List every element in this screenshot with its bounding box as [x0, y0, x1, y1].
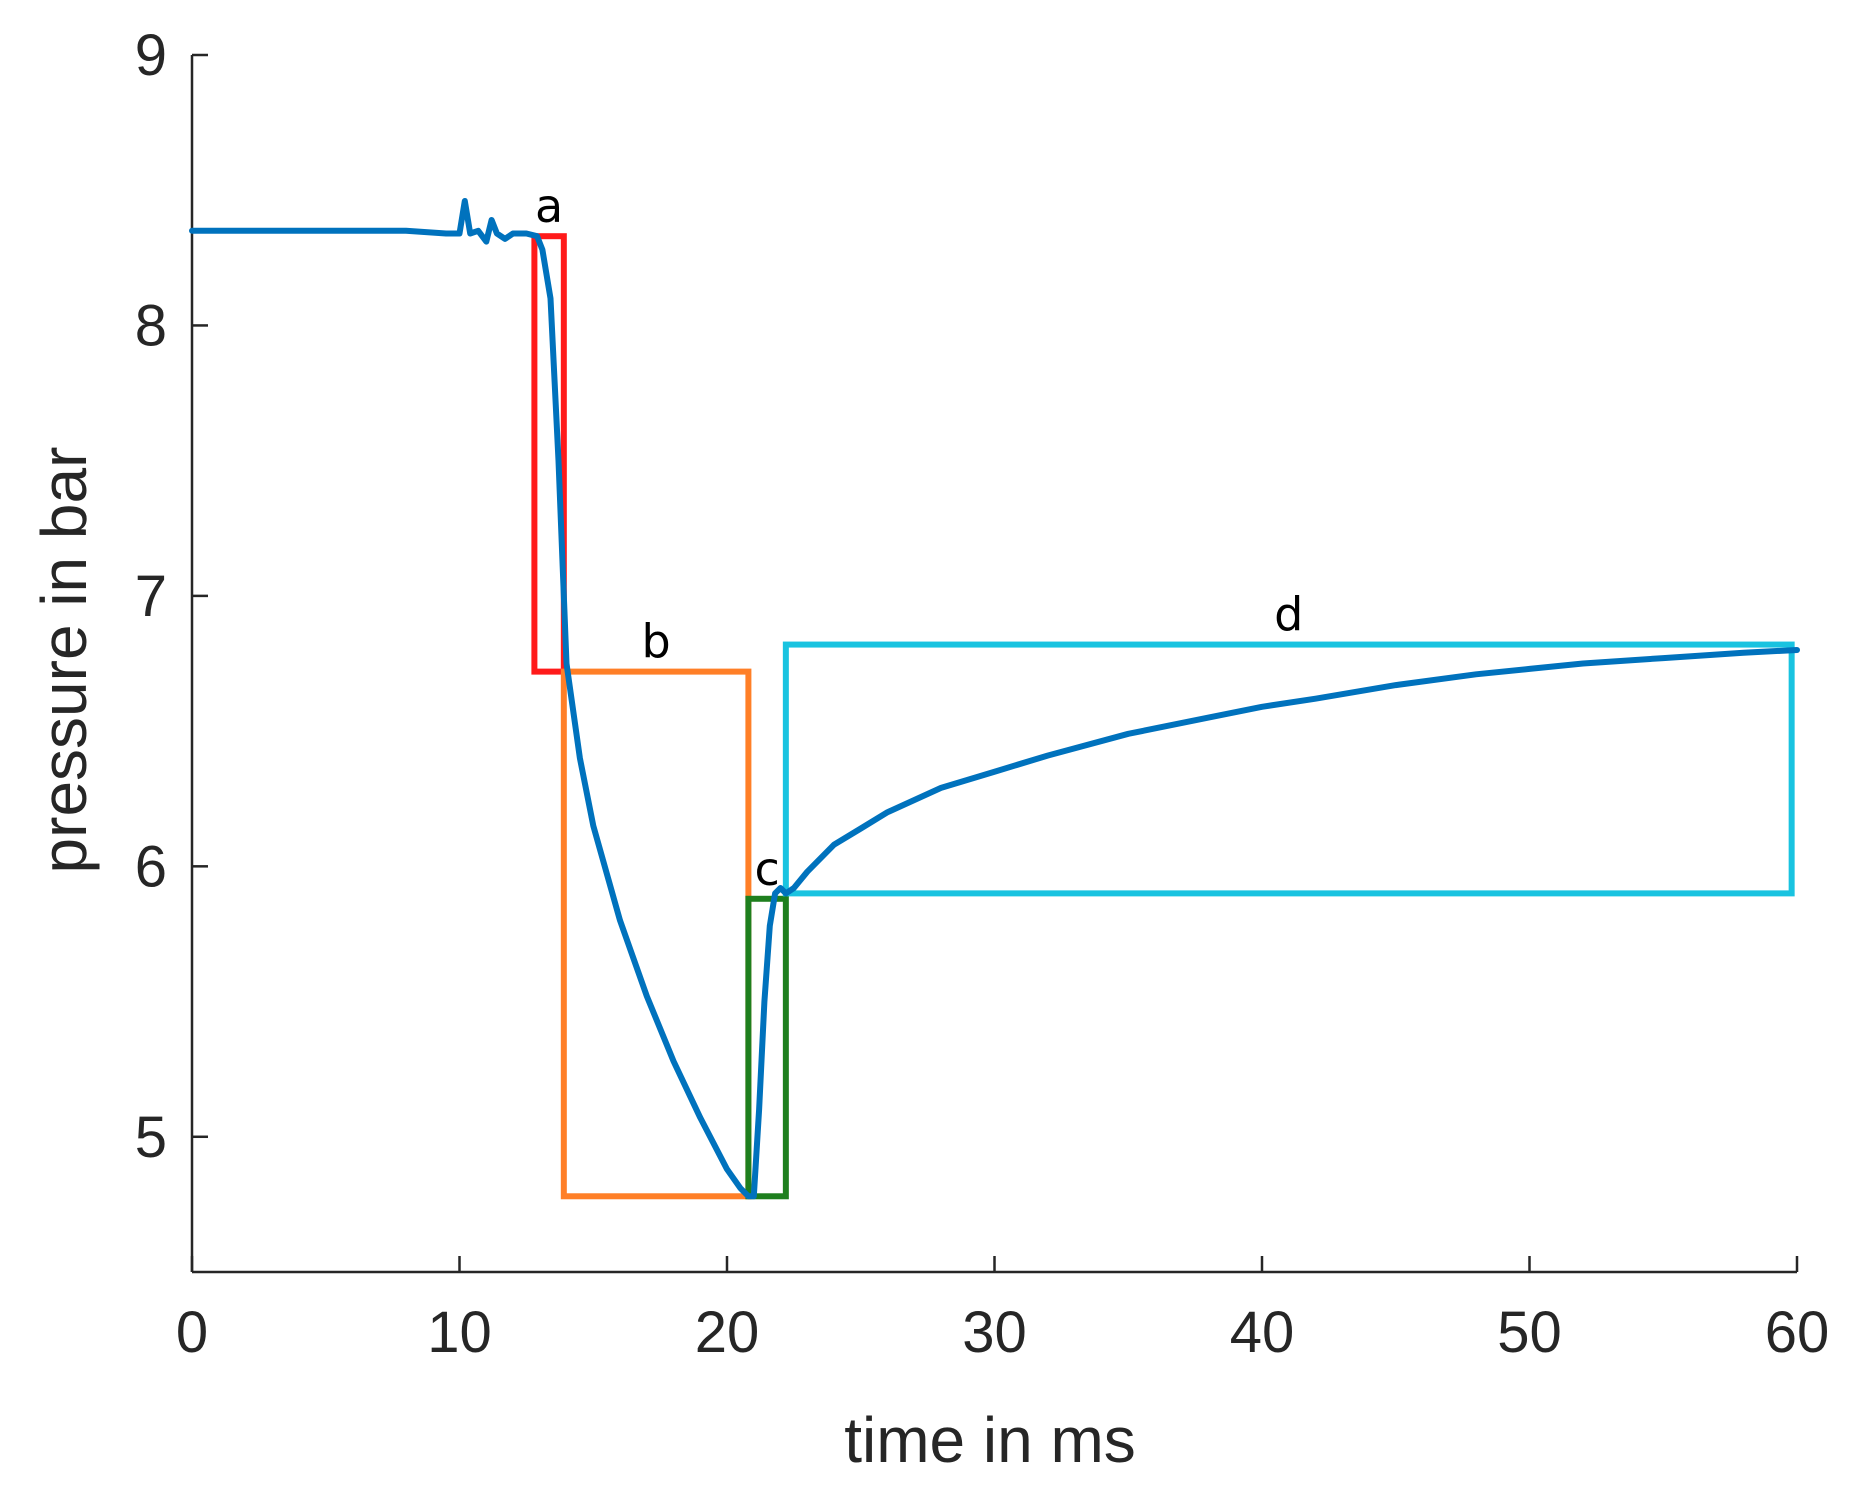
region-a-label: a — [535, 179, 563, 233]
x-tick-label: 30 — [962, 1300, 1027, 1365]
y-axis-label: pressure in bar — [28, 447, 100, 874]
y-tick-label: 9 — [135, 23, 167, 88]
x-tick-label: 10 — [427, 1300, 492, 1365]
x-tick-label: 40 — [1230, 1300, 1295, 1365]
x-tick-label: 20 — [695, 1300, 760, 1365]
series-line-pressure — [189, 198, 1800, 1200]
x-axis-label: time in ms — [844, 1404, 1136, 1476]
region-c-label: c — [754, 842, 779, 896]
region-labels: a b c d — [535, 179, 1303, 896]
region-a-box — [531, 233, 567, 675]
x-tick-label: 50 — [1497, 1300, 1562, 1365]
region-b-box — [560, 668, 752, 1200]
region-b-label: b — [642, 615, 671, 669]
x-tick-label: 0 — [176, 1300, 208, 1365]
y-tick-label: 8 — [135, 293, 167, 358]
region-c-box — [745, 895, 789, 1200]
ticks: 0 10 20 30 40 50 60 5 6 7 8 9 — [135, 23, 1830, 1365]
regions — [531, 233, 1795, 1200]
series — [189, 198, 1800, 1200]
y-tick-label: 7 — [135, 564, 167, 629]
y-tick-label: 5 — [135, 1105, 167, 1170]
x-tick-label: 60 — [1765, 1300, 1830, 1365]
region-d-label: d — [1274, 588, 1303, 642]
region-d-box — [782, 641, 1795, 897]
y-tick-label: 6 — [135, 834, 167, 899]
